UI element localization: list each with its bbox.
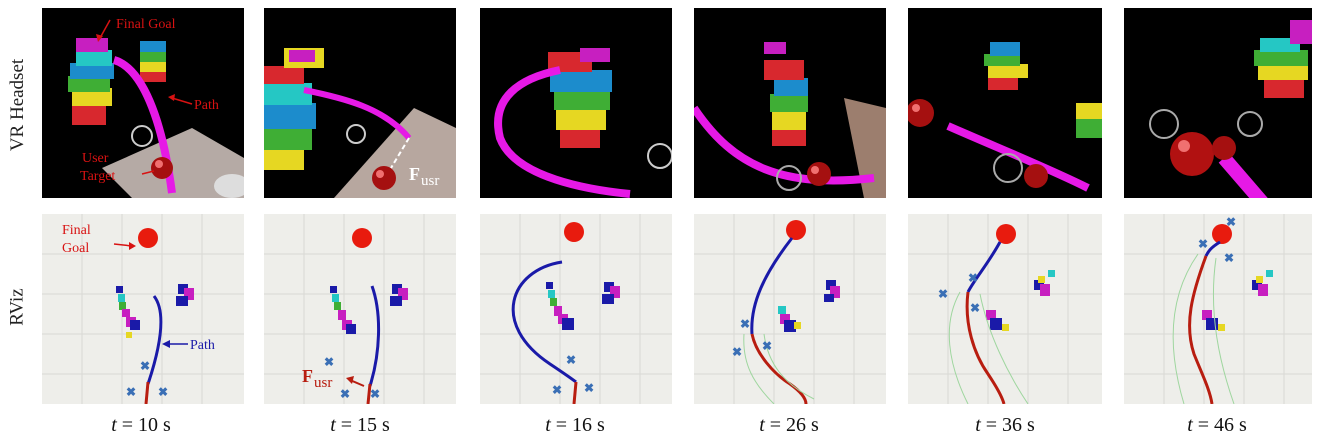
force-subscript-rviz: usr (314, 375, 332, 391)
svg-text:✖: ✖ (370, 387, 380, 401)
rviz-panel-5: ✖ ✖ ✖ (908, 214, 1102, 404)
vr-panel-5 (908, 8, 1102, 198)
time-label-1: t = 10 s (111, 414, 171, 436)
final-goal-rviz-1: Final (62, 223, 91, 238)
vr-panel-1: Final Goal Path User Target (42, 8, 244, 198)
final-goal-label-vr: Final Goal (116, 17, 176, 32)
block-tower-left (68, 38, 114, 125)
svg-text:✖: ✖ (1226, 215, 1236, 229)
vr-panel-6 (1124, 8, 1312, 198)
block-tower (264, 48, 324, 170)
row-label-rviz: RViz (4, 212, 32, 402)
rviz-panel-6: ✖ ✖ ✖ (1124, 214, 1312, 404)
user-target-label-1: User (82, 151, 109, 166)
svg-text:✖: ✖ (566, 353, 576, 367)
vr-panel-2: F usr (264, 8, 456, 198)
vr-panel-3 (480, 8, 672, 198)
svg-text:✖: ✖ (552, 383, 562, 397)
row-label-vr: VR Headset (4, 10, 32, 200)
block-tower-right (140, 41, 166, 82)
time-label-4: t = 26 s (759, 414, 819, 436)
obstacle-blocks (116, 284, 194, 338)
time-label-2: t = 15 s (330, 414, 390, 436)
block-tower-side (1076, 103, 1102, 138)
obstacle-blocks (778, 280, 840, 332)
svg-text:✖: ✖ (324, 355, 334, 369)
obstacle-blocks (330, 284, 408, 334)
obstacle-blocks (1202, 270, 1273, 331)
svg-text:✖: ✖ (584, 381, 594, 395)
force-subscript-vr: usr (421, 173, 439, 189)
obstacle-blocks (986, 270, 1055, 331)
obstacle-blocks (546, 282, 620, 330)
time-label-5: t = 36 s (975, 414, 1035, 436)
path-label-vr: Path (194, 98, 219, 113)
block-tower (1254, 20, 1312, 98)
vr-panel-4 (694, 8, 886, 198)
final-goal-rviz-2: Goal (62, 241, 89, 256)
svg-text:✖: ✖ (938, 287, 948, 301)
svg-text:✖: ✖ (126, 385, 136, 399)
svg-text:✖: ✖ (968, 271, 978, 285)
time-label-3: t = 16 s (545, 414, 605, 436)
svg-text:✖: ✖ (158, 385, 168, 399)
block-tower (984, 42, 1028, 90)
rviz-panel-2: ✖ ✖ ✖ F usr (264, 214, 456, 404)
svg-text:✖: ✖ (732, 345, 742, 359)
svg-text:✖: ✖ (340, 387, 350, 401)
svg-text:✖: ✖ (970, 301, 980, 315)
rviz-panel-3: ✖ ✖ ✖ (480, 214, 672, 404)
row-label-vr-text: VR Headset (7, 58, 28, 152)
svg-text:✖: ✖ (762, 339, 772, 353)
svg-text:✖: ✖ (740, 317, 750, 331)
block-tower (764, 42, 808, 146)
force-label-vr: F (409, 164, 420, 184)
svg-text:✖: ✖ (140, 359, 150, 373)
svg-text:✖: ✖ (1224, 251, 1234, 265)
path-label-rviz: Path (190, 338, 215, 353)
rviz-panel-4: ✖ ✖ ✖ (694, 214, 886, 404)
force-label-rviz: F (302, 366, 313, 386)
row-label-rviz-text: RViz (7, 288, 29, 326)
user-target-label-2: Target (80, 169, 115, 184)
svg-text:✖: ✖ (1198, 237, 1208, 251)
time-label-6: t = 46 s (1187, 414, 1247, 436)
rviz-panel-1: ✖ ✖ ✖ Final Goal Path (42, 214, 244, 404)
